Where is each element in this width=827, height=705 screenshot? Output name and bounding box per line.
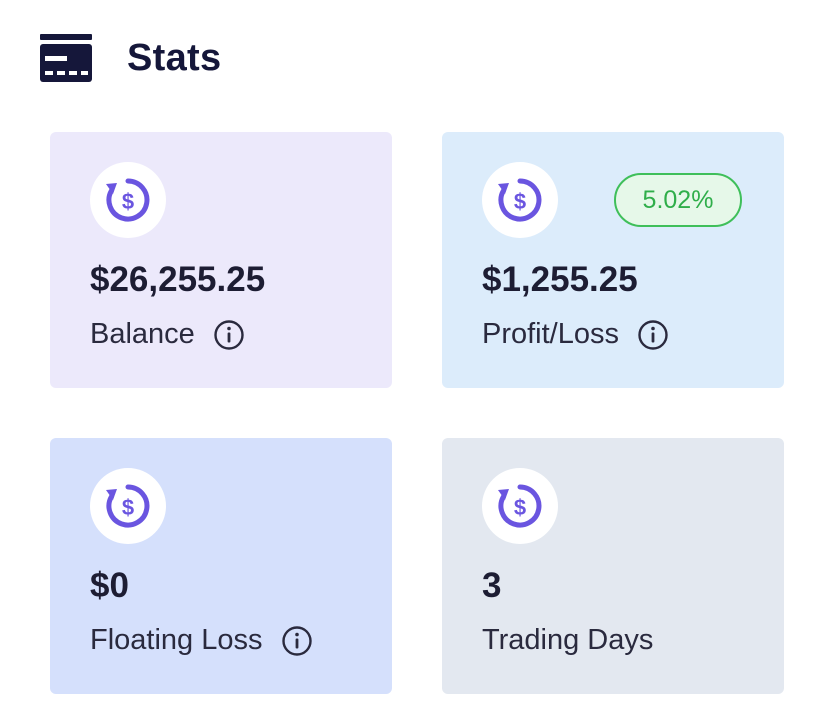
page-title: Stats [127,36,222,79]
svg-text:$: $ [514,495,526,520]
info-icon[interactable] [281,625,313,657]
balance-label-row: Balance [90,318,245,351]
profit-loss-card: $ 5.02% $1,255.25 Profit/Loss [442,132,784,388]
balance-card: $ $26,255.25 Balance [50,132,392,388]
dollar-refresh-icon: $ [482,162,558,238]
floating-loss-value: $0 [90,566,129,605]
dollar-refresh-icon: $ [482,468,558,544]
svg-text:$: $ [122,495,134,520]
trading-days-card: $ 3 Trading Days [442,438,784,694]
info-icon[interactable] [213,319,245,351]
floating-loss-label: Floating Loss [90,624,263,656]
info-icon[interactable] [637,319,669,351]
profit-loss-value: $1,255.25 [482,260,638,299]
profit-loss-label-row: Profit/Loss [482,318,669,351]
trading-days-label: Trading Days [482,624,654,656]
stats-header: Stats [40,34,221,82]
card-icon [40,34,92,82]
balance-label: Balance [90,318,195,350]
trading-days-label-row: Trading Days [482,624,653,657]
balance-value: $26,255.25 [90,260,266,299]
floating-loss-label-row: Floating Loss [90,624,313,657]
trading-days-value: 3 [482,566,502,605]
dollar-refresh-icon: $ [90,162,166,238]
profit-percent-badge: 5.02% [614,173,742,227]
profit-loss-label: Profit/Loss [482,318,619,350]
floating-loss-card: $ $0 Floating Loss [50,438,392,694]
svg-text:$: $ [514,189,526,214]
svg-text:$: $ [122,189,134,214]
dollar-refresh-icon: $ [90,468,166,544]
